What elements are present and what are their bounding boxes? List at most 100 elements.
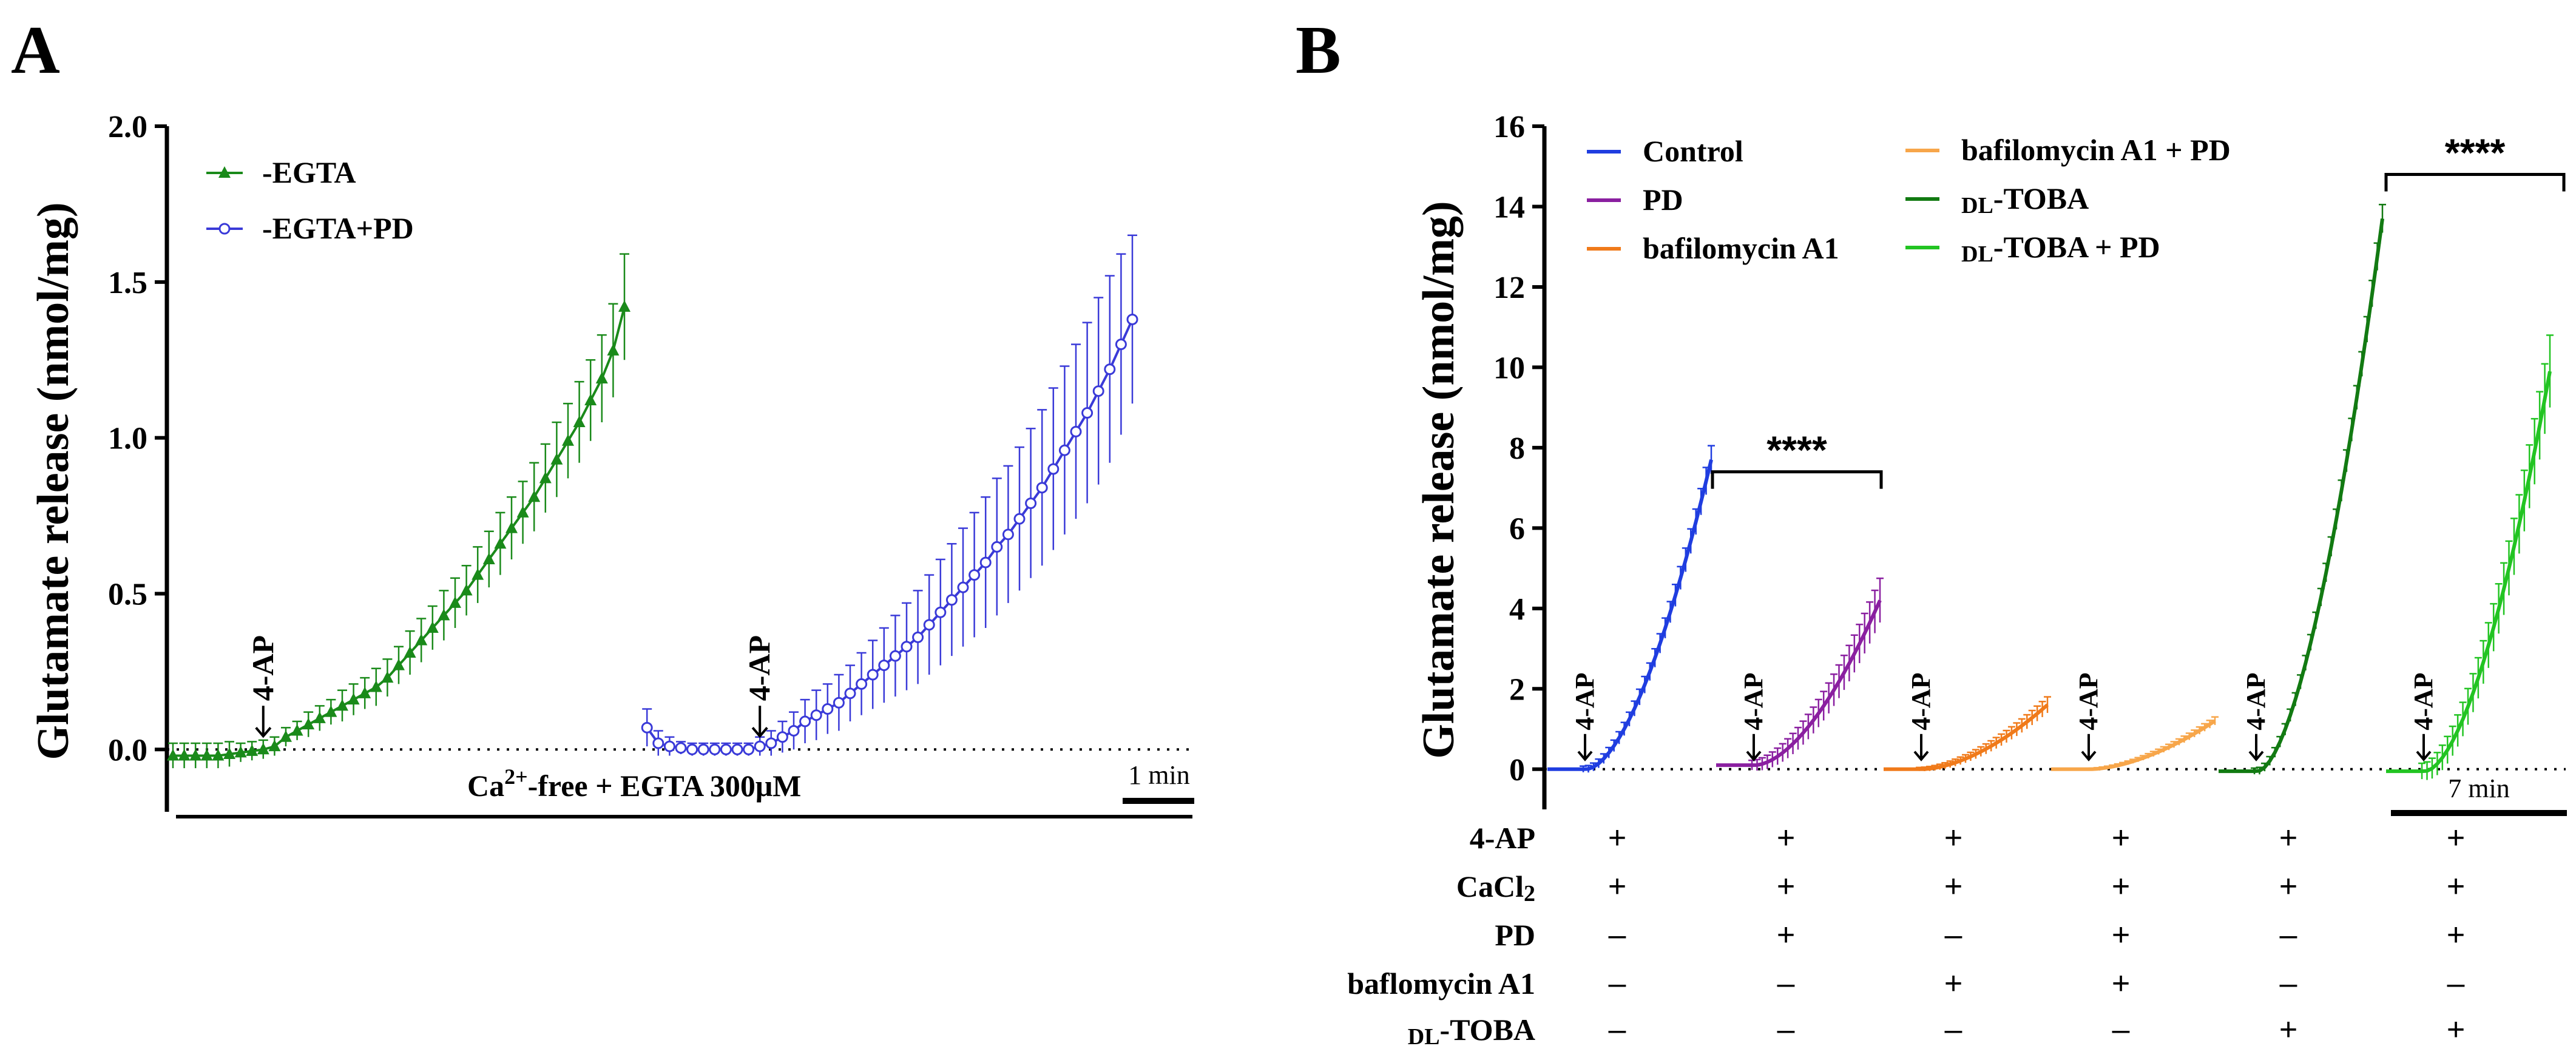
panel-a-point-circle <box>765 737 777 749</box>
panel-a-point-triangle <box>449 596 461 608</box>
panel-a-point-circle <box>957 581 969 593</box>
panel-a-point-triangle <box>426 621 439 633</box>
panel-a-point-triangle <box>223 747 235 759</box>
panel-a-point-triangle <box>291 724 303 736</box>
panel-b-series-1 <box>1716 577 1884 771</box>
panel-b-legend-label: bafilomycin A1 <box>1643 231 1839 265</box>
panel-a-point-triangle <box>336 699 348 711</box>
panel-a-point-triangle <box>325 705 337 717</box>
panel-a-point-triangle <box>584 394 597 405</box>
panel-b-series-0 <box>1547 445 1715 773</box>
panel-a-point-triangle <box>313 711 326 723</box>
panel-b-table-cell: + <box>2112 869 2130 904</box>
panel-b-table-cell: + <box>2279 1012 2297 1046</box>
panel-a-legend-marker <box>218 166 231 178</box>
panel-a-point-triangle <box>550 453 563 465</box>
panel-b-table-cell: + <box>2112 917 2130 953</box>
panel-a-point-circle <box>810 709 822 721</box>
panel-a-point-circle <box>663 740 675 752</box>
panel-b-series-5 <box>2386 334 2554 780</box>
panel-a-y-tick-label: 1.5 <box>108 266 147 300</box>
panel-b-table-cell: + <box>2112 820 2130 855</box>
panel-a-arrow-egta-pd-head <box>751 726 768 738</box>
panel-b-series-line <box>2051 719 2216 771</box>
panel-a-point-circle <box>1013 513 1026 525</box>
panel-a-point-triangle <box>212 749 225 761</box>
panel-b-series-line <box>1547 459 1713 771</box>
panel-b-table-row-label: CaCl2 <box>1456 869 1535 906</box>
panel-a-point-triangle <box>528 490 541 502</box>
panel-b-table-cell: – <box>2112 1012 2130 1046</box>
panel-a-point-circle <box>1126 313 1138 325</box>
panel-a-series-line <box>646 319 1134 751</box>
panel-a-condition-label: Ca2+-free + EGTA 300μM <box>467 764 801 803</box>
panel-a-point-circle <box>697 743 709 755</box>
panel-b-arrow-head <box>2416 751 2432 761</box>
panel-b-arrow-head <box>1746 751 1762 761</box>
panel-a-point-circle <box>675 742 687 754</box>
panel-b-significance-1-stars: **** <box>1766 428 1827 472</box>
panel-a-point-circle <box>731 743 743 755</box>
panel-b-legend-label: DL-TOBA + PD <box>1961 230 2160 267</box>
panel-a-point-triangle <box>257 743 269 755</box>
panel-a-point-circle <box>743 743 755 755</box>
panel-a-legend-marker <box>218 223 231 235</box>
panel-a-y-axis-title: Glutamate release (nmol/mg) <box>29 202 78 760</box>
panel-a-y-tick-label: 0.5 <box>108 577 147 612</box>
panel-b-arrow-label: 4-AP <box>1906 672 1936 730</box>
panel-a-point-triangle <box>404 646 416 658</box>
panel-a-point-circle <box>1104 363 1116 376</box>
panel-a-point-circle <box>945 594 958 606</box>
panel-a-point-circle <box>1025 498 1037 509</box>
panel-a-arrow-egta-head <box>255 726 272 738</box>
panel-a-point-triangle <box>370 680 382 692</box>
panel-b-arrow-label: 4-AP <box>1739 672 1768 730</box>
panel-a-point-circle <box>1092 385 1104 397</box>
panel-b-table-cell: – <box>2447 966 2465 1001</box>
panel-a-point-circle <box>1036 482 1048 494</box>
panel-b-arrow-label: 4-AP <box>2241 672 2271 730</box>
panel-a-point-triangle <box>268 740 281 752</box>
panel-a-point-triangle <box>280 730 292 742</box>
panel-a-point-triangle <box>472 568 484 580</box>
panel-a-point-circle <box>1115 339 1127 351</box>
panel-b-y-tick-label: 14 <box>1493 190 1525 224</box>
panel-b-table-cell: – <box>2280 966 2297 1001</box>
panel-a-point-triangle <box>234 746 247 758</box>
panel-b-table-cell: – <box>1609 966 1626 1001</box>
panel-b-y-tick-label: 12 <box>1493 271 1525 305</box>
panel-a-point-triangle <box>482 552 495 564</box>
panel-b-table-cell: + <box>2447 820 2465 855</box>
panel-b-series-line <box>2386 371 2552 774</box>
panel-a-point-circle <box>788 724 800 737</box>
panel-a-letter: A <box>11 13 60 88</box>
panel-b-y-axis-title: Glutamate release (nmol/mg) <box>1414 201 1464 758</box>
panel-b-table-row-label: 4-AP <box>1470 821 1535 855</box>
panel-b-series-3 <box>2051 716 2219 771</box>
panel-a-point-circle <box>1081 407 1094 419</box>
panel-b-table-cell: + <box>2279 869 2297 904</box>
panel-a-point-triangle <box>167 749 179 761</box>
panel-b-table-cell: + <box>1608 820 1626 855</box>
panel-b-significance-2-bracket <box>2384 172 2566 192</box>
panel-a-point-circle <box>641 721 653 734</box>
panel-a-point-triangle <box>618 300 630 312</box>
panel-a-point-triangle <box>505 521 518 533</box>
panel-b-legend-label: bafilomycin A1 + PD <box>1961 133 2231 167</box>
panel-b-series-line <box>1884 703 2049 771</box>
panel-a-point-triangle <box>539 471 552 484</box>
panel-b-series-2 <box>1884 696 2051 772</box>
panel-a-point-triangle <box>178 749 191 761</box>
panel-b-table-cell: – <box>1945 917 1962 953</box>
panel-a-point-triangle <box>595 372 608 384</box>
panel-a-point-triangle <box>189 749 202 761</box>
panel-b-table-cell: + <box>2447 917 2465 953</box>
panel-b-table-cell: + <box>1777 869 1795 904</box>
panel-b-table-cell: + <box>2447 1012 2465 1046</box>
panel-a-point-triangle <box>573 415 586 427</box>
panel-a-point-triangle <box>381 671 394 683</box>
panel-a-point-circle <box>979 556 992 569</box>
panel-a-point-circle <box>969 569 981 581</box>
panel-b-scale-label: 7 min <box>2448 774 2509 803</box>
panel-b-series-4 <box>2219 203 2386 775</box>
